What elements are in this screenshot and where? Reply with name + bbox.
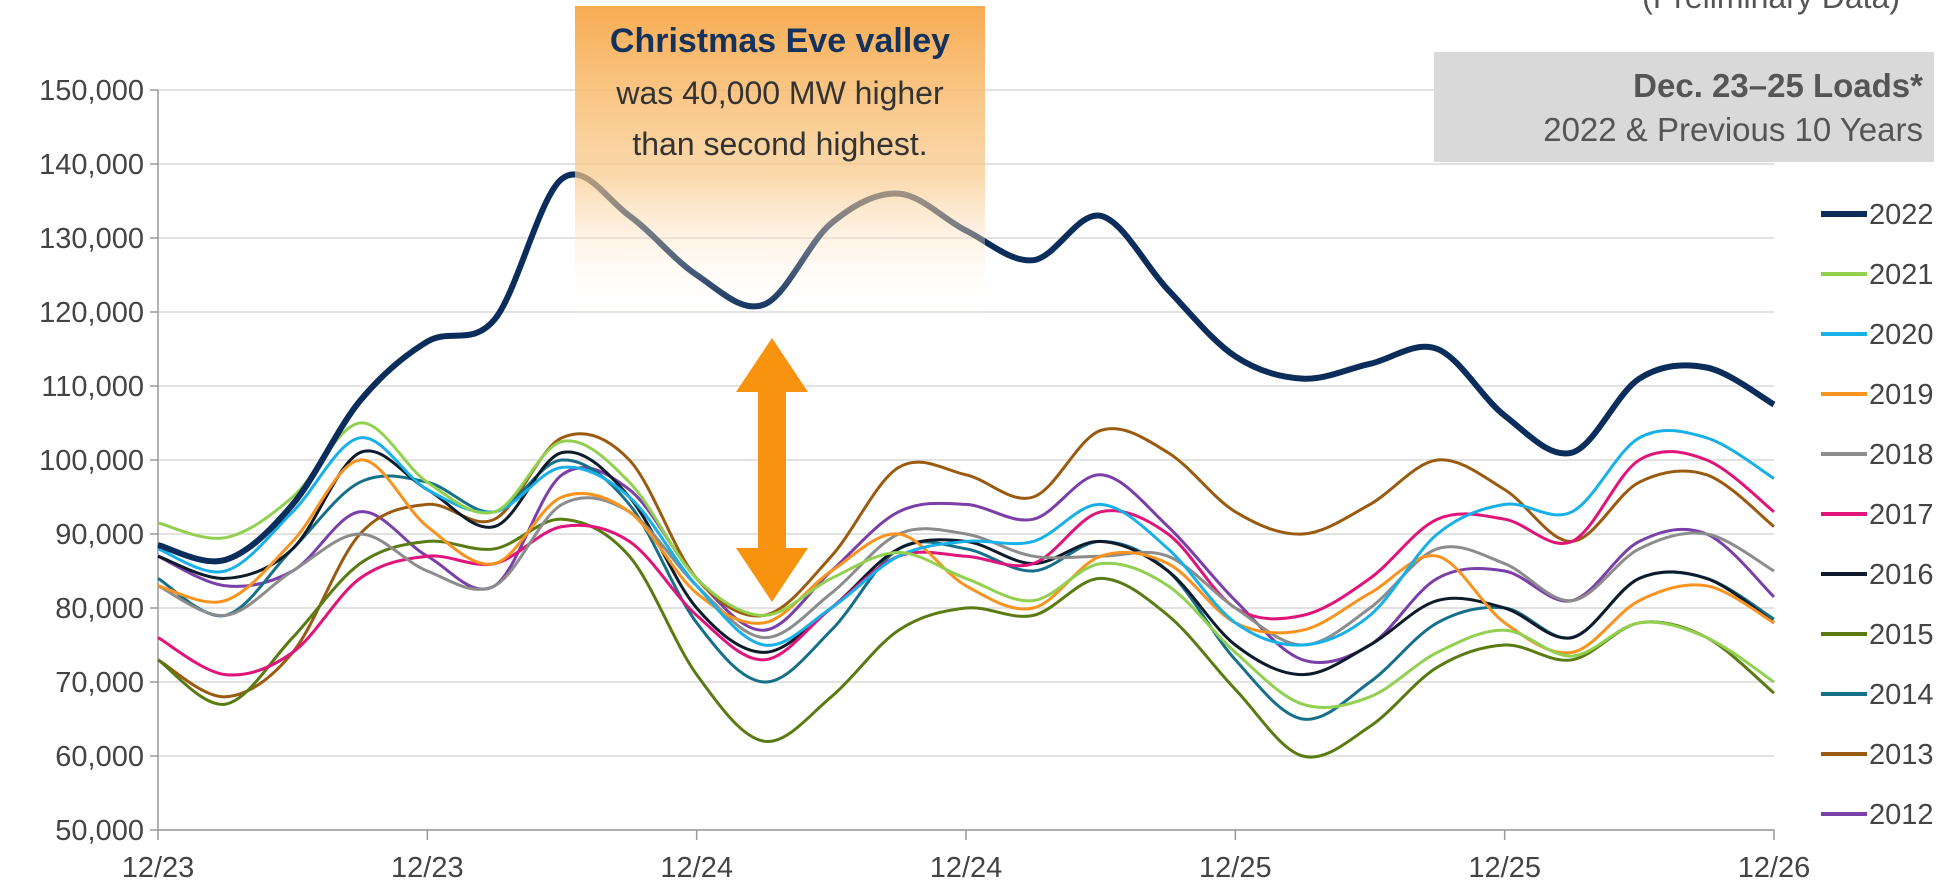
legend-label: 2014 [1869, 679, 1934, 711]
legend-label: 2018 [1869, 439, 1934, 471]
annotation-title: Christmas Eve valley [610, 22, 950, 60]
x-tick-label: 12/26 [1738, 852, 1811, 884]
y-tick-label: 70,000 [55, 667, 144, 699]
y-tick-label: 100,000 [39, 445, 144, 477]
legend-label: 2021 [1869, 259, 1934, 291]
y-tick-label: 150,000 [39, 75, 144, 107]
series-line [157, 466, 1776, 664]
double-arrow [736, 338, 808, 602]
legend-label: 2017 [1869, 499, 1934, 531]
legend-label: 2013 [1869, 739, 1934, 771]
y-tick-label: 110,000 [41, 371, 144, 403]
box-subtitle: 2022 & Previous 10 Years [1543, 111, 1923, 148]
legend-label: 2016 [1869, 559, 1934, 591]
x-tick-label: 12/24 [930, 852, 1003, 884]
y-tick-label: 50,000 [55, 815, 144, 847]
box-title: Dec. 23–25 Loads* [1633, 67, 1923, 104]
x-tick-label: 12/25 [1199, 852, 1272, 884]
legend-label: 2019 [1869, 379, 1934, 411]
y-tick-label: 130,000 [39, 223, 144, 255]
x-tick-label: 12/24 [660, 852, 733, 884]
annotation-line: was 40,000 MW higher [615, 75, 944, 111]
legend-label: 2022 [1869, 199, 1934, 231]
series-line [157, 450, 1775, 677]
legend-label: 2020 [1869, 319, 1934, 351]
y-tick-label: 90,000 [55, 519, 144, 551]
series-line [157, 428, 1775, 647]
series-line [157, 496, 1775, 647]
x-tick-label: 12/23 [391, 852, 464, 884]
x-tick-label: 12/25 [1468, 852, 1541, 884]
y-tick-label: 120,000 [39, 297, 144, 329]
series-line [157, 517, 1775, 759]
series-line [157, 458, 1775, 721]
legend-label: 2012 [1869, 799, 1934, 831]
series-line [157, 421, 1775, 709]
series-layer [150, 89, 1776, 840]
series-line [157, 427, 1775, 699]
y-tick-label: 140,000 [39, 149, 144, 181]
note: (Preliminary Data) [1642, 0, 1900, 15]
y-tick-label: 60,000 [55, 741, 144, 773]
legend-label: 2015 [1869, 619, 1934, 651]
series-line [157, 458, 1775, 655]
x-tick-label: 12/23 [122, 852, 195, 884]
legend-box [1434, 52, 1934, 162]
y-tick-label: 80,000 [55, 593, 144, 625]
annotation-line: than second highest. [632, 126, 927, 162]
annotation-box [575, 6, 985, 318]
